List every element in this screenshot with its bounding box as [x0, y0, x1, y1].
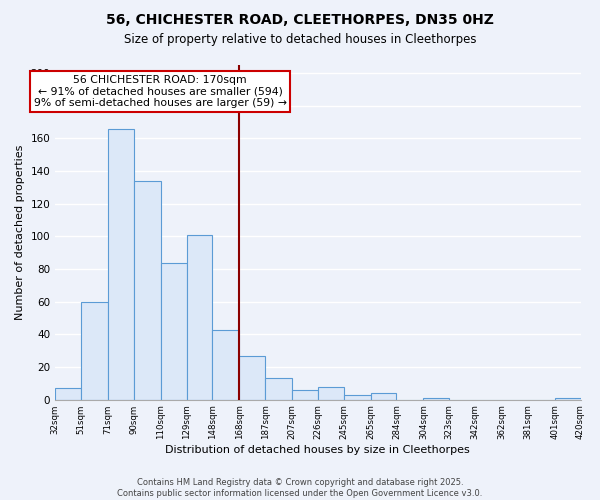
Bar	[161, 262, 187, 400]
Bar	[555, 398, 581, 400]
X-axis label: Distribution of detached houses by size in Cleethorpes: Distribution of detached houses by size …	[166, 445, 470, 455]
Bar	[108, 128, 134, 400]
Text: 56 CHICHESTER ROAD: 170sqm
← 91% of detached houses are smaller (594)
9% of semi: 56 CHICHESTER ROAD: 170sqm ← 91% of deta…	[34, 75, 287, 108]
Bar	[212, 330, 239, 400]
Bar	[239, 356, 265, 400]
Bar	[81, 302, 108, 400]
Bar	[371, 393, 397, 400]
Bar	[55, 388, 81, 400]
Text: 56, CHICHESTER ROAD, CLEETHORPES, DN35 0HZ: 56, CHICHESTER ROAD, CLEETHORPES, DN35 0…	[106, 12, 494, 26]
Bar	[424, 398, 449, 400]
Bar	[292, 390, 318, 400]
Bar	[187, 235, 212, 400]
Text: Contains HM Land Registry data © Crown copyright and database right 2025.
Contai: Contains HM Land Registry data © Crown c…	[118, 478, 482, 498]
Bar	[344, 395, 371, 400]
Bar	[318, 386, 344, 400]
Bar	[265, 378, 292, 400]
Y-axis label: Number of detached properties: Number of detached properties	[15, 144, 25, 320]
Text: Size of property relative to detached houses in Cleethorpes: Size of property relative to detached ho…	[124, 32, 476, 46]
Bar	[134, 181, 161, 400]
